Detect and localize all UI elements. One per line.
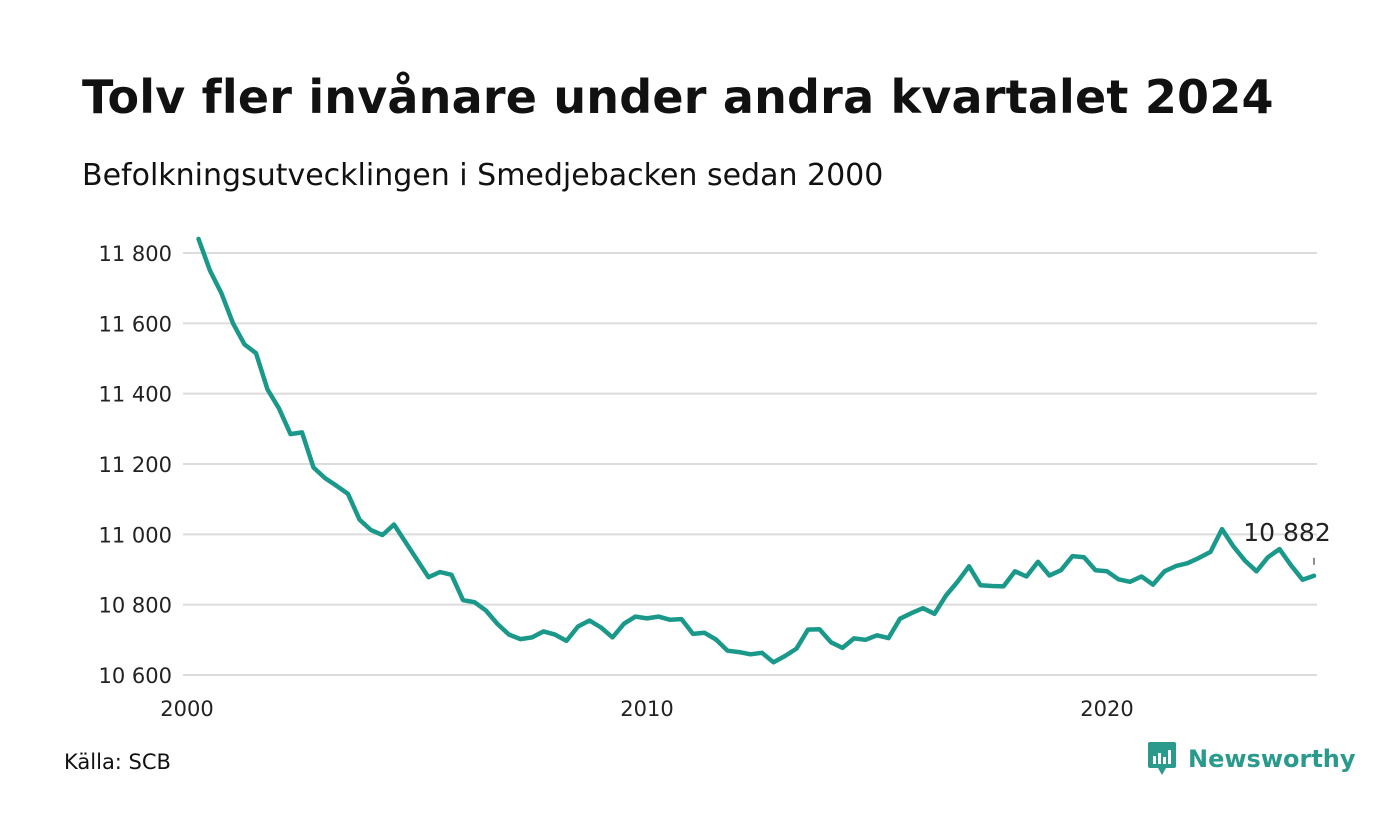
x-tick-label: 2010: [620, 697, 673, 721]
y-tick-label: 11 000: [99, 523, 172, 547]
newsworthy-logo-icon: [1148, 742, 1176, 775]
y-tick-label: 11 800: [99, 242, 172, 266]
grid-lines: [183, 252, 1317, 676]
chart-subtitle: Befolkningsutvecklingen i Smedjebacken s…: [82, 158, 884, 193]
y-tick-label: 10 600: [99, 664, 172, 688]
source-note: Källa: SCB: [64, 750, 171, 774]
y-tick-label: 11 400: [99, 383, 172, 407]
brand-logo[interactable]: Newsworthy: [1148, 742, 1356, 776]
end-value-label: 10 882: [1243, 518, 1330, 547]
y-tick-label: 11 200: [99, 453, 172, 477]
y-tick-label: 11 600: [99, 312, 172, 336]
x-tick-label: 2000: [160, 697, 213, 721]
population-series-line: [196, 236, 1317, 665]
x-tick-label: 2020: [1080, 697, 1133, 721]
y-axis: 10 600 10 800 11 000 11 200 11 400 11 600 11 8…: [99, 242, 172, 688]
brand-name: Newsworthy: [1188, 745, 1356, 773]
chart-title: Tolv fler invånare under andra kvartalet…: [82, 70, 1274, 124]
y-tick-label: 10 800: [99, 594, 172, 618]
x-axis: 2000 2010 2020: [160, 697, 1133, 721]
